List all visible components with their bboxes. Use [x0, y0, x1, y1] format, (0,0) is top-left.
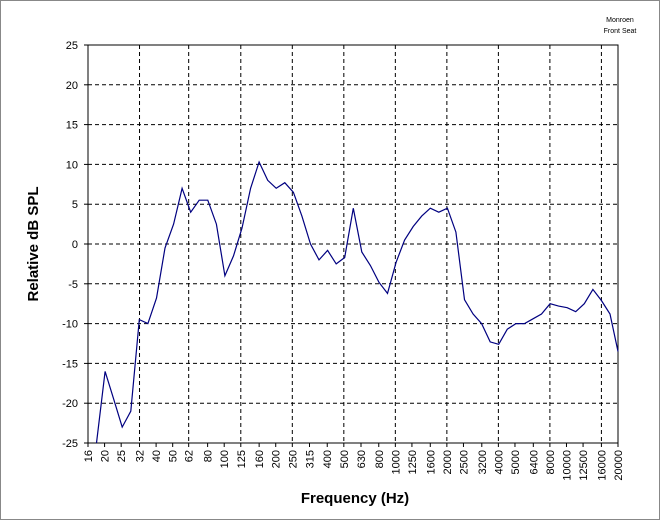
- y-tick-label: -10: [62, 319, 78, 331]
- x-tick-label: 40: [151, 450, 163, 462]
- x-tick-label: 62: [184, 450, 196, 462]
- x-tick-label: 3200: [477, 450, 489, 474]
- plot-area: [87, 44, 619, 444]
- x-tick-label: 630: [356, 450, 368, 468]
- x-tick-label: 20: [100, 450, 112, 462]
- x-tick-label: 2500: [458, 450, 470, 474]
- y-tick-label: -20: [62, 398, 78, 410]
- x-tick-label: 400: [322, 450, 334, 468]
- annotation: Monroen: [606, 17, 634, 24]
- annotation: Front Seat: [604, 28, 637, 35]
- x-tick-label: 315: [304, 450, 316, 468]
- y-tick-label: 0: [72, 239, 78, 251]
- x-axis-title: Frequency (Hz): [301, 490, 409, 507]
- x-tick-label: 6400: [528, 450, 540, 474]
- x-tick-label: 16000: [596, 450, 608, 481]
- x-tick-label: 8000: [545, 450, 557, 474]
- y-tick-label: 15: [66, 120, 78, 132]
- x-tick-label: 200: [271, 450, 283, 468]
- x-tick-label: 100: [219, 450, 231, 468]
- y-axis-title: Relative dB SPL: [25, 186, 42, 301]
- x-tick-label: 50: [168, 450, 180, 462]
- x-tick-label: 25: [116, 450, 128, 462]
- x-tick-label: 16: [83, 450, 95, 462]
- x-tick-label: 500: [339, 450, 351, 468]
- x-tick-label: 5000: [510, 450, 522, 474]
- y-tick-label: -25: [62, 438, 78, 450]
- x-tick-label: 32: [135, 450, 147, 462]
- y-tick-label: 20: [66, 80, 78, 92]
- x-tick-label: 12500: [578, 450, 590, 481]
- x-tick-label: 4000: [493, 450, 505, 474]
- x-tick-label: 1250: [407, 450, 419, 474]
- y-tick-label: -5: [68, 279, 78, 291]
- x-tick-label: 800: [374, 450, 386, 468]
- x-tick-label: 80: [203, 450, 215, 462]
- x-tick-label: 2000: [442, 450, 454, 474]
- x-tick-label: 160: [254, 450, 266, 468]
- y-tick-label: 25: [66, 40, 78, 52]
- data-line: [95, 160, 619, 444]
- y-tick-label: -15: [62, 358, 78, 370]
- x-tick-label: 250: [287, 450, 299, 468]
- y-tick-label: 5: [72, 199, 78, 211]
- x-tick-label: 1600: [425, 450, 437, 474]
- y-tick-label: 10: [66, 159, 78, 171]
- x-tick-label: 1000: [390, 450, 402, 474]
- x-tick-label: 20000: [613, 450, 625, 481]
- x-tick-label: 10000: [561, 450, 573, 481]
- x-tick-label: 125: [236, 450, 248, 468]
